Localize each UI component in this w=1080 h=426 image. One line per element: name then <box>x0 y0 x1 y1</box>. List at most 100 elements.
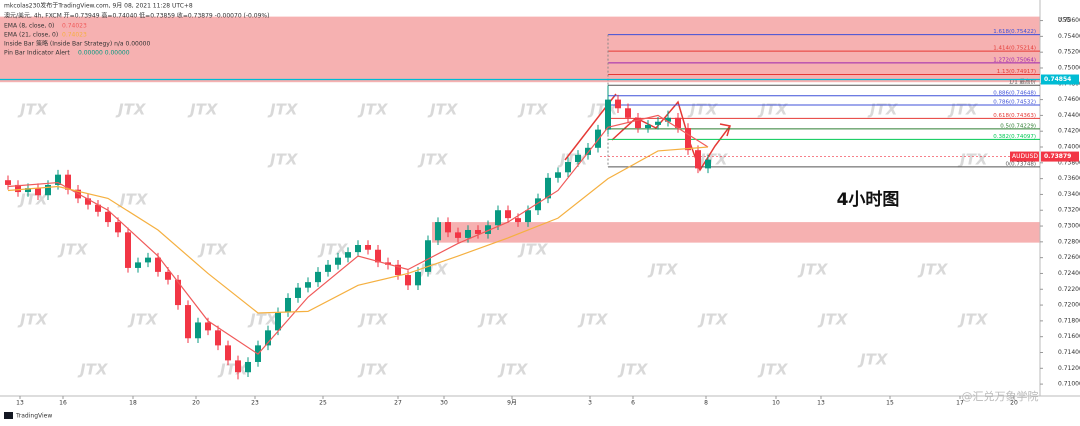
watermark: JTX <box>757 101 789 119</box>
watermark: JTX <box>617 361 649 379</box>
fib-label: 0.618(0.74363) <box>993 113 1036 119</box>
candle-body <box>235 360 241 373</box>
candle-body <box>5 180 11 185</box>
watermark: JTX <box>317 241 349 259</box>
candle-body <box>55 174 61 185</box>
logo-icon <box>4 412 13 419</box>
watermark: JTX <box>917 261 949 279</box>
candle-body <box>225 345 231 361</box>
candle-body <box>365 245 371 250</box>
watermark: JTX <box>417 261 449 279</box>
y-tick-label: 0.75600 <box>1058 17 1080 24</box>
chart-title: 4小时图 <box>837 190 900 210</box>
candle-body <box>85 198 91 205</box>
candle-body <box>35 188 41 196</box>
candle-body <box>445 222 451 233</box>
candle-body <box>285 297 291 313</box>
candle-body <box>685 128 691 151</box>
x-tick-label: 13 <box>16 400 24 407</box>
candle-body <box>95 204 101 212</box>
price-tag-label: 0.74854 <box>1044 76 1071 83</box>
candle-body <box>325 264 331 272</box>
candle-body <box>485 225 491 234</box>
candle-body <box>505 210 511 219</box>
candle-body <box>375 249 381 263</box>
x-tick-label: 23 <box>251 400 259 407</box>
price-tag-label: 0.73879 <box>1044 153 1071 160</box>
x-tick-label: 18 <box>129 400 137 407</box>
watermark: JTX <box>857 351 889 369</box>
candle-body <box>665 117 671 122</box>
x-tick-label: 15 <box>886 400 894 407</box>
watermark: JTX <box>687 101 719 119</box>
candle-body <box>705 159 711 169</box>
candle-body <box>605 99 611 130</box>
watermark: JTX <box>817 311 849 329</box>
candle-body <box>355 245 361 253</box>
candle-body <box>25 188 31 193</box>
candle-body <box>455 232 461 238</box>
watermark: JTX <box>267 101 299 119</box>
candle-body <box>435 222 441 241</box>
candle-body <box>245 361 251 373</box>
candle-body <box>695 150 701 169</box>
watermark: JTX <box>115 101 147 119</box>
candle-body <box>145 257 151 263</box>
x-tick-label: 30 <box>440 400 448 407</box>
x-tick-label: 25 <box>319 400 327 407</box>
fib-label: 0(0.73748) <box>1005 161 1036 167</box>
candle-body <box>295 287 301 298</box>
indicator-name: Inside Bar 策略 (Inside Bar Strategy) n/a … <box>4 40 150 48</box>
symbol-tag-label: AUDUSD <box>1012 153 1038 160</box>
candle-body <box>265 330 271 346</box>
fib-label: 1.272(0.75064) <box>993 57 1036 63</box>
candle-body <box>625 108 631 118</box>
background-layer: JTX JTX JTX JTX JTX JTX JTX JTX JTX JTX JTX JTX JTX J… <box>0 16 1040 379</box>
candle-body <box>645 124 651 129</box>
watermark: JTX <box>947 101 979 119</box>
watermark: JTX <box>17 101 49 119</box>
x-tick-label: 3 <box>588 400 592 407</box>
watermark: JTX <box>517 101 549 119</box>
watermark: JTX <box>267 151 299 169</box>
candle-body <box>655 121 661 125</box>
watermark: JTX <box>127 311 159 329</box>
watermark: JTX <box>247 311 279 329</box>
watermark: JTX <box>697 311 729 329</box>
fib-label: 0.886(0.74648) <box>993 90 1036 96</box>
ema-line <box>7 114 709 355</box>
candle-body <box>305 282 311 288</box>
watermark: JTX <box>957 311 989 329</box>
watermark: JTX <box>757 361 789 379</box>
candle-body <box>125 232 131 268</box>
watermark: JTX <box>357 361 389 379</box>
candle-body <box>555 172 561 178</box>
candle-body <box>335 257 341 265</box>
candle-body <box>215 330 221 346</box>
x-tick-label: 6 <box>631 400 635 407</box>
fib-label: 0.382(0.74097) <box>993 134 1036 140</box>
watermark: JTX <box>197 241 229 259</box>
watermark: JTX <box>57 241 89 259</box>
candle-body <box>425 240 431 272</box>
candle-body <box>525 210 531 223</box>
watermark: JTX <box>797 261 829 279</box>
watermark: JTX <box>517 241 549 259</box>
watermark: JTX <box>187 101 219 119</box>
watermark: JTX <box>497 361 529 379</box>
watermark: JTX <box>477 311 509 329</box>
watermark: JTX <box>417 151 449 169</box>
fib-label: 1.414(0.75214) <box>993 46 1036 52</box>
watermark: JTX <box>77 361 109 379</box>
